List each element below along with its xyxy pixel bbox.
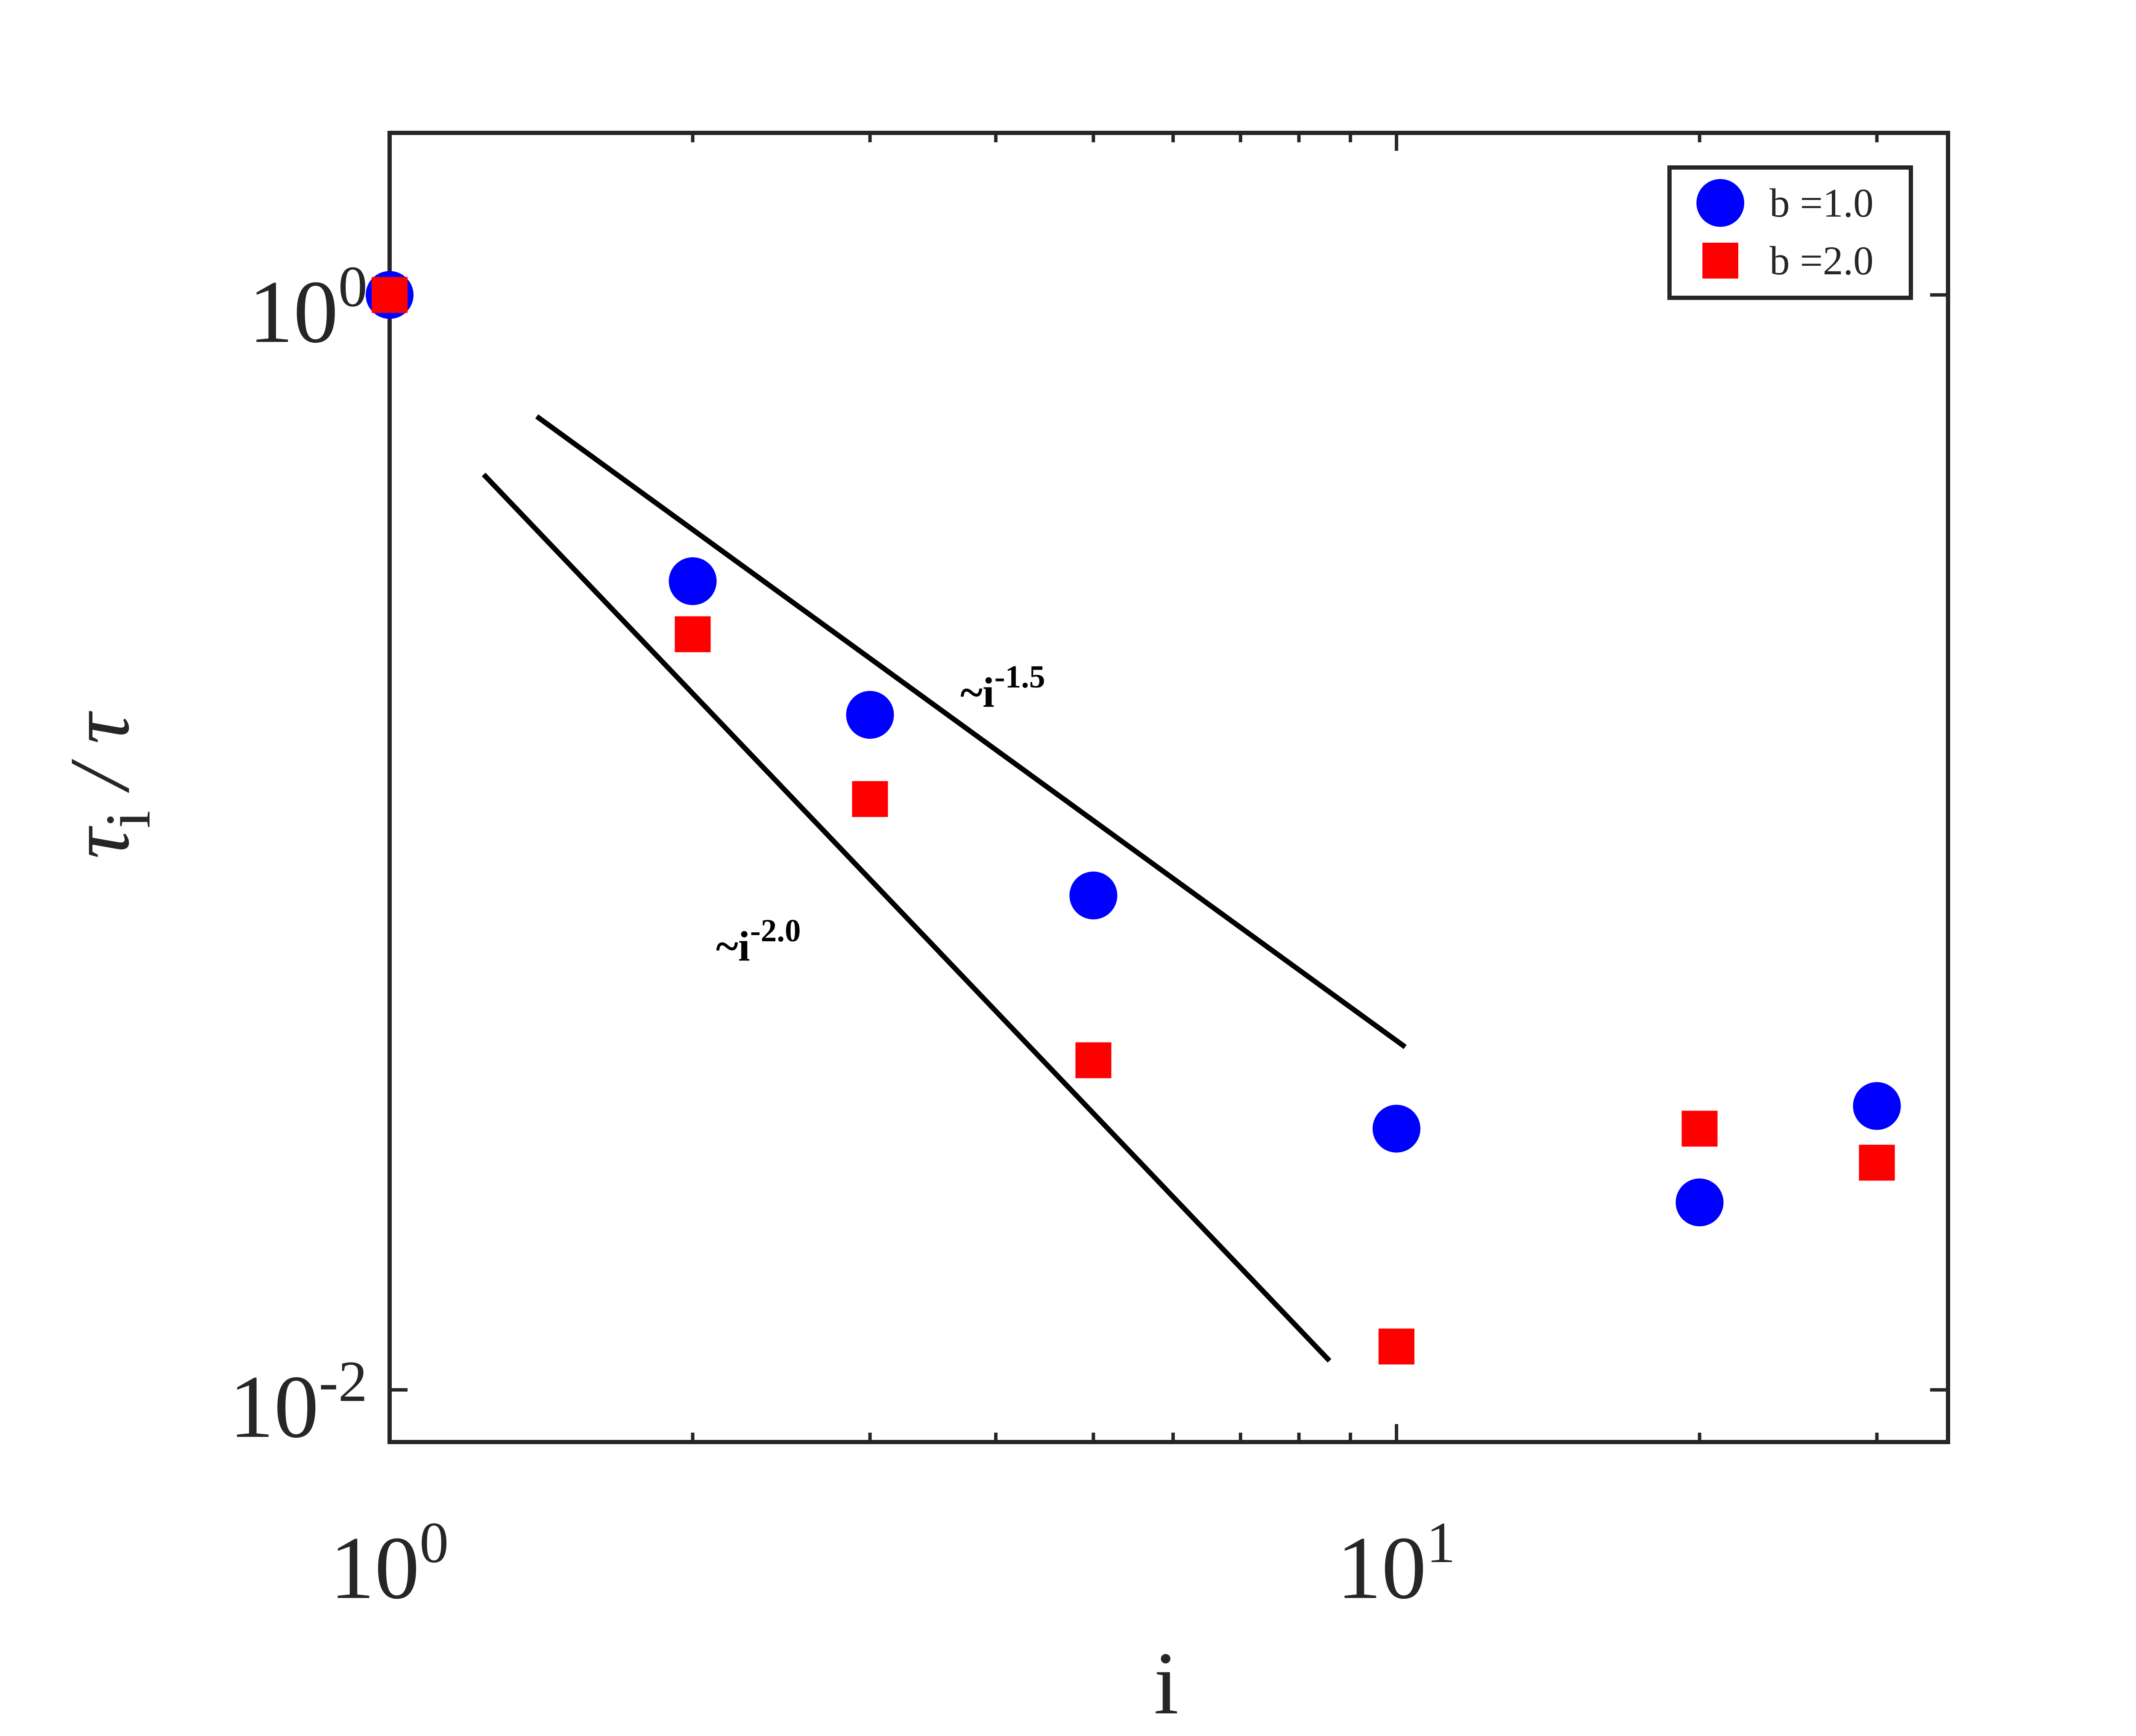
guide-line (535, 414, 1407, 1049)
legend-label: b =1.0 (1769, 180, 1874, 226)
x-tick-label-exp: 0 (420, 1510, 449, 1575)
y-label-rest: / τ (53, 711, 147, 811)
legend-label: b =2.0 (1769, 238, 1874, 283)
guide-annotation: ~i-2.0 (716, 913, 801, 970)
marker-square (1702, 243, 1738, 279)
x-axis-label: i (1154, 1634, 1179, 1733)
y-tick-label: 10-2 (229, 1349, 367, 1457)
y-axis-label: τi / τ (53, 711, 164, 859)
x-tick-label: 101 (1337, 1510, 1455, 1618)
marker-square (1075, 1042, 1112, 1078)
marker-circle (1069, 871, 1118, 919)
y-tick-label-base: 10 (229, 1357, 319, 1457)
x-tick-label-base: 10 (330, 1519, 420, 1618)
y-tick-label-exp: 0 (338, 254, 367, 319)
guide-annotation-base: ~i (716, 922, 750, 970)
marker-circle (1675, 1178, 1724, 1227)
marker-square (852, 781, 888, 817)
guide-annotation: ~i-1.5 (960, 659, 1045, 716)
y-tick-label-base: 10 (249, 262, 338, 361)
y-label-base: τ (53, 825, 147, 859)
marker-square (675, 616, 711, 652)
marker-square (1859, 1145, 1895, 1181)
x-tick-label-base: 10 (1337, 1519, 1426, 1618)
guide-line (481, 473, 1332, 1363)
x-tick-label: 100 (330, 1510, 449, 1618)
x-tick-label-exp: 1 (1426, 1510, 1455, 1575)
marker-circle (1696, 179, 1744, 227)
marker-square (1378, 1328, 1414, 1365)
marker-circle (846, 691, 894, 739)
y-tick-label: 100 (249, 254, 367, 361)
marker-circle (1372, 1104, 1420, 1153)
marker-square (372, 277, 408, 313)
y-label-sub: i (93, 811, 164, 828)
marker-circle (669, 557, 717, 605)
marker-circle (1853, 1082, 1901, 1130)
y-tick-label-exp: -2 (319, 1349, 367, 1414)
guide-annotation-exp: -1.5 (995, 659, 1045, 695)
marker-square (1681, 1110, 1718, 1147)
plot-frame (387, 131, 1950, 1444)
guide-annotation-exp: -2.0 (750, 913, 801, 949)
guide-annotation-base: ~i (960, 669, 995, 716)
